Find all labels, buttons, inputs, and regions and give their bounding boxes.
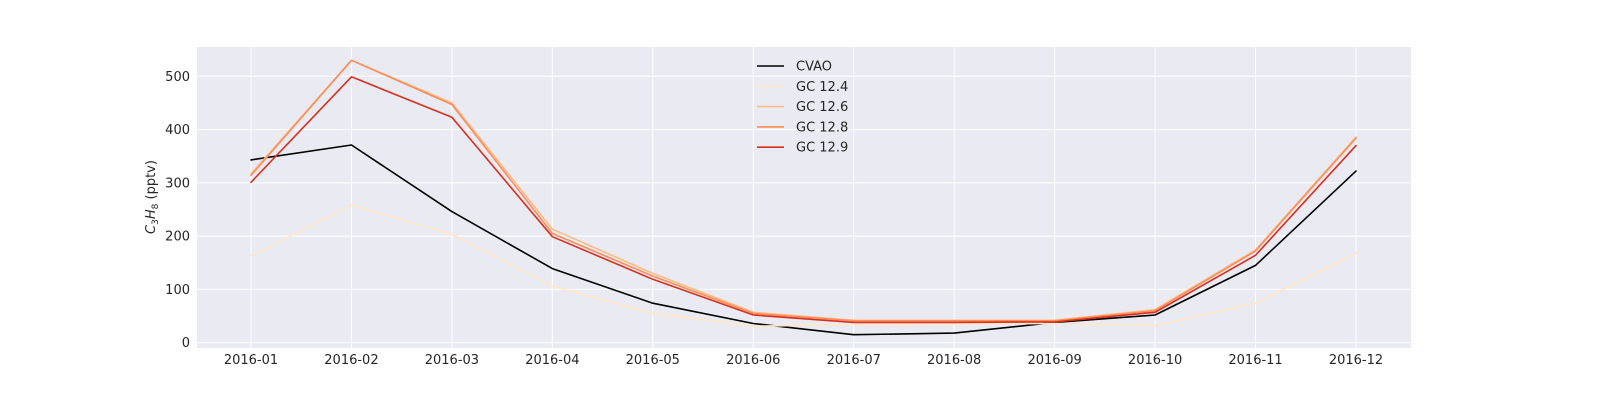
- y-tick-label: 100: [165, 283, 190, 298]
- legend-label: GC 12.9: [796, 141, 848, 156]
- ylabel-sub2: 8: [151, 203, 161, 209]
- x-tick-label: 2016-12: [1329, 353, 1383, 368]
- y-tick-label: 200: [165, 230, 190, 245]
- ylabel-h: H: [144, 209, 159, 219]
- legend: CVAO GC 12.4 GC 12.6 GC 12.8 GC 12.9: [757, 60, 848, 156]
- plot-area: [197, 47, 1411, 348]
- legend-item-gc-12-6: GC 12.6: [757, 100, 848, 115]
- x-tick-label: 2016-04: [525, 353, 579, 368]
- series-line-cvao: [250, 144, 1357, 336]
- x-tick-label: 2016-02: [324, 353, 378, 368]
- ylabel-c: C: [144, 224, 159, 234]
- legend-item-gc-12-9: GC 12.9: [757, 141, 848, 156]
- y-tick-label: 400: [165, 123, 190, 138]
- grid: [197, 47, 1411, 348]
- y-axis-label: C3H8 (pptv): [144, 160, 161, 234]
- legend-item-cvao: CVAO: [757, 60, 832, 75]
- legend-label: GC 12.8: [796, 120, 848, 135]
- ylabel-unit: (pptv): [144, 160, 159, 204]
- legend-label: CVAO: [796, 60, 832, 75]
- legend-item-gc-12-8: GC 12.8: [757, 120, 848, 135]
- x-tick-label: 2016-01: [224, 353, 278, 368]
- x-tick-label: 2016-11: [1228, 353, 1282, 368]
- legend-label: GC 12.4: [796, 80, 848, 95]
- x-tick-label: 2016-09: [1027, 353, 1081, 368]
- x-tick-label: 2016-06: [726, 353, 780, 368]
- y-tick-label: 0: [182, 336, 190, 351]
- legend-item-gc-12-4: GC 12.4: [757, 80, 848, 95]
- x-tick-label: 2016-05: [626, 353, 680, 368]
- series-line-gc-12-4: [250, 204, 1357, 328]
- series-lines: [250, 59, 1357, 336]
- x-tick-label: 2016-10: [1128, 353, 1182, 368]
- series-line-gc-12-9: [250, 76, 1357, 324]
- x-tick-label: 2016-07: [827, 353, 881, 368]
- y-tick-label: 500: [165, 70, 190, 85]
- legend-label: GC 12.6: [796, 100, 848, 115]
- x-axis-ticks: 2016-01 2016-02 2016-03 2016-04 2016-05 2016-…: [224, 353, 1383, 368]
- y-tick-label: 300: [165, 176, 190, 191]
- y-axis-ticks: 0 100 200 300 400 500: [165, 70, 190, 351]
- series-line-gc-12-8: [250, 59, 1357, 322]
- ylabel-sub1: 3: [151, 219, 161, 225]
- x-tick-label: 2016-08: [927, 353, 981, 368]
- x-tick-label: 2016-03: [425, 353, 479, 368]
